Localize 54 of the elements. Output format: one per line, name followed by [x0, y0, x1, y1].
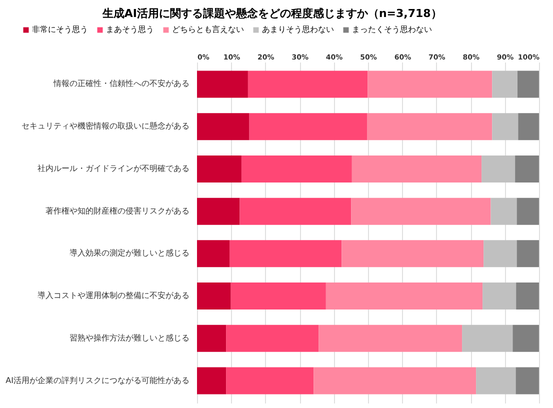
bar [240, 198, 352, 225]
bar [482, 282, 516, 310]
bar [517, 70, 539, 98]
bar [197, 324, 226, 352]
legend-label: あまりそう思わない [262, 25, 334, 34]
bar [197, 282, 231, 310]
bar [352, 155, 482, 182]
y-tick-label: 社内ルール・ガイドラインが不明確である [38, 164, 190, 173]
y-tick-label: 習熟や操作方法が難しいと感じる [70, 333, 190, 342]
bar [226, 324, 319, 352]
y-tick-label: 導入コストや運用体制の整備に不安がある [38, 291, 190, 300]
bar [515, 155, 539, 182]
bar [367, 113, 492, 140]
bar [516, 240, 539, 268]
bar [314, 367, 476, 394]
bar [368, 70, 492, 98]
bar [241, 155, 352, 182]
y-tick-label: セキュリティや機密情報の取扱いに懸念がある [22, 122, 190, 131]
bar [516, 198, 539, 225]
y-tick-label: 著作権や知的財産権の侵害リスクがある [46, 206, 190, 216]
bar [197, 155, 242, 182]
bar [249, 113, 368, 140]
bar [492, 113, 518, 140]
bar [326, 282, 483, 310]
legend-label: まあそう思う [106, 25, 154, 34]
bar [197, 70, 248, 98]
bar [516, 367, 539, 394]
y-tick-label: 情報の正確性・信頼性への不安がある [52, 79, 190, 88]
legend-label: まったくそう思わない [352, 25, 432, 34]
y-tick-label: 導入効果の測定が難しいと感じる [70, 248, 190, 258]
bar [462, 324, 513, 352]
bar [230, 282, 326, 310]
bar [490, 198, 517, 225]
bar [476, 367, 516, 394]
bar [197, 198, 240, 225]
bar [518, 113, 539, 140]
chart-title: 生成AI活用に関する課題や懸念をどの程度感じますか（n=3,718） [101, 7, 442, 20]
legend-label: どちらとも言えない [172, 25, 244, 34]
bar [197, 113, 250, 140]
bar [226, 367, 314, 394]
bar [318, 324, 462, 352]
y-tick-label: AI活用が企業の評判リスクにつながる可能性がある [6, 376, 190, 385]
bar [482, 155, 516, 182]
bar [342, 240, 484, 268]
bar [484, 240, 517, 268]
legend-label: 非常にそう思う [32, 25, 88, 34]
bar [197, 240, 230, 268]
bar [351, 198, 491, 225]
bar [516, 282, 539, 310]
bar [512, 324, 539, 352]
bar [229, 240, 342, 268]
bar [248, 70, 368, 98]
bar [492, 70, 518, 98]
bar [197, 367, 226, 394]
